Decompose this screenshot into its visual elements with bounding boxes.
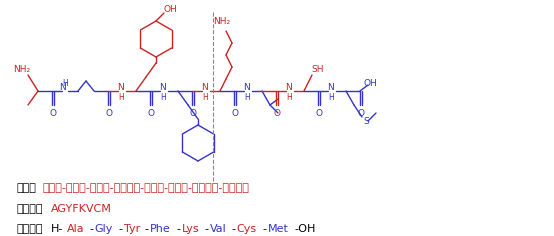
Text: H: H xyxy=(286,93,292,101)
Text: -: - xyxy=(119,224,122,234)
Text: -: - xyxy=(231,224,235,234)
Text: H: H xyxy=(244,93,250,101)
Text: Val: Val xyxy=(209,224,226,234)
Text: Ala: Ala xyxy=(67,224,84,234)
Text: N: N xyxy=(202,83,208,92)
Text: AGYFKVCM: AGYFKVCM xyxy=(51,204,112,214)
Text: OH: OH xyxy=(363,79,377,88)
Text: H: H xyxy=(62,79,68,88)
Text: N: N xyxy=(286,83,293,92)
Text: 单字母：: 单字母： xyxy=(17,204,43,214)
Text: N: N xyxy=(160,83,166,92)
Text: O: O xyxy=(232,109,239,118)
Text: Met: Met xyxy=(268,224,288,234)
Text: O: O xyxy=(315,109,322,118)
Text: Tyr: Tyr xyxy=(124,224,140,234)
Text: N: N xyxy=(327,83,335,92)
Text: H: H xyxy=(160,93,166,101)
Text: H: H xyxy=(202,93,208,101)
Text: -: - xyxy=(177,224,181,234)
Text: O: O xyxy=(105,109,112,118)
Text: -: - xyxy=(145,224,148,234)
Text: O: O xyxy=(357,109,365,118)
Text: H: H xyxy=(118,93,124,101)
Text: -: - xyxy=(262,224,266,234)
Text: Phe: Phe xyxy=(150,224,171,234)
Text: N: N xyxy=(59,83,65,92)
Text: 三字母：: 三字母： xyxy=(17,224,43,234)
Text: 中文：: 中文： xyxy=(17,183,37,193)
Text: 丙氨酸-甘氨酸-酪氨酸-苯丙氨酸-赖氨酸-缬氨酸-半胱氨酸-甲硫氨酸: 丙氨酸-甘氨酸-酪氨酸-苯丙氨酸-赖氨酸-缬氨酸-半胱氨酸-甲硫氨酸 xyxy=(42,183,249,193)
Text: -: - xyxy=(204,224,208,234)
Text: -: - xyxy=(90,224,94,234)
Text: H: H xyxy=(328,93,334,101)
Text: OH: OH xyxy=(163,4,177,13)
Text: NH₂: NH₂ xyxy=(213,17,230,25)
Text: -OH: -OH xyxy=(294,224,316,234)
Text: Gly: Gly xyxy=(95,224,113,234)
Text: H-: H- xyxy=(51,224,63,234)
Text: S: S xyxy=(363,117,369,126)
Text: Cys: Cys xyxy=(237,224,257,234)
Text: O: O xyxy=(274,109,280,118)
Text: N: N xyxy=(244,83,250,92)
Text: O: O xyxy=(147,109,155,118)
Text: N: N xyxy=(117,83,125,92)
Text: O: O xyxy=(189,109,197,118)
Text: O: O xyxy=(49,109,57,118)
Text: SH: SH xyxy=(312,64,324,73)
Text: Lys: Lys xyxy=(182,224,199,234)
Text: NH₂: NH₂ xyxy=(13,64,30,73)
